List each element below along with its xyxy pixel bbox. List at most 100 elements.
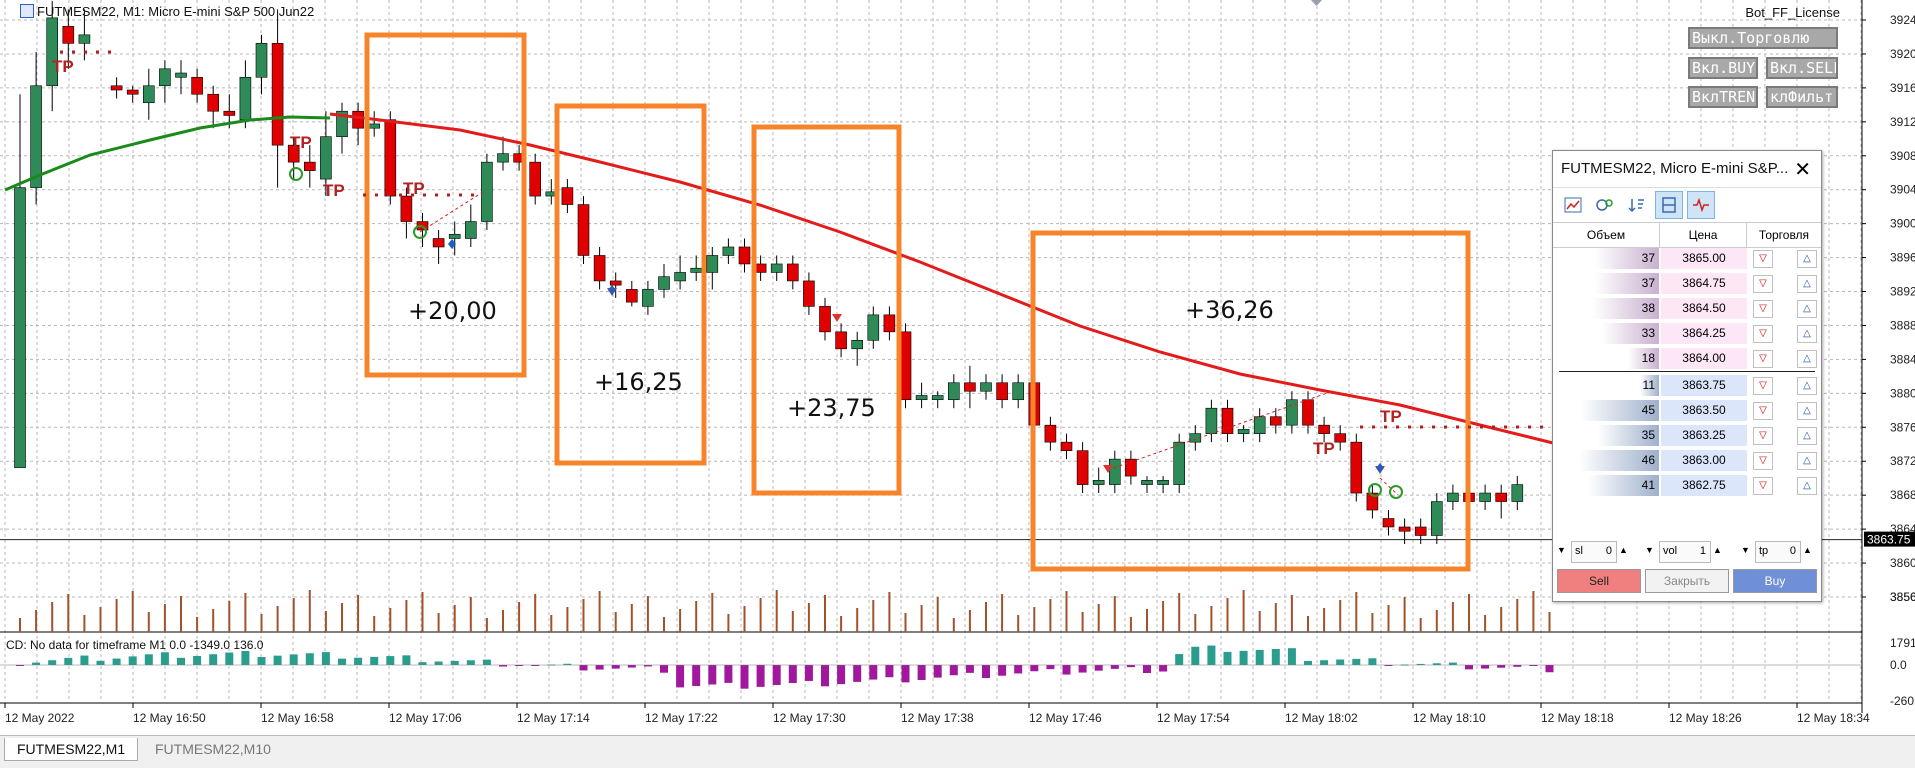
- indicator-bar: [740, 665, 749, 689]
- vol-input[interactable]: vol 1: [1659, 541, 1711, 563]
- tp-down-arrow[interactable]: ▼: [1741, 545, 1750, 555]
- vol-up-arrow[interactable]: ▲: [1713, 545, 1722, 555]
- vol-down-arrow[interactable]: ▼: [1645, 545, 1654, 555]
- enable-sell-button[interactable]: Вкл.SELL: [1766, 57, 1838, 79]
- volume-bar: [1579, 450, 1659, 471]
- sl-up-arrow[interactable]: ▲: [1619, 545, 1628, 555]
- price-cell[interactable]: 3863.50: [1661, 400, 1747, 421]
- price-cell[interactable]: 3864.75: [1661, 273, 1747, 294]
- center-icon[interactable]: [1655, 191, 1683, 219]
- indicator-bar: [901, 665, 910, 683]
- chevron-up-icon[interactable]: △: [1797, 477, 1817, 495]
- bull-candle: [642, 289, 654, 307]
- sl-down-arrow[interactable]: ▼: [1557, 545, 1566, 555]
- chevron-up-icon[interactable]: △: [1797, 300, 1817, 318]
- price-cell[interactable]: 3863.75: [1661, 375, 1747, 396]
- scroll-marker-icon[interactable]: [1311, 0, 1322, 6]
- indicator-bar: [869, 665, 878, 680]
- dom-columns: Объем Цена Торговля: [1553, 223, 1821, 248]
- volume-value: 37: [1641, 276, 1655, 290]
- trade-box: [554, 103, 707, 466]
- chevron-down-icon[interactable]: ▽: [1753, 427, 1773, 445]
- chart-title: FUTMESM22, M1: Micro E-mini S&P 500 Jun2…: [37, 4, 315, 19]
- indicator-bar: [177, 657, 185, 665]
- volume-value: 46: [1641, 453, 1655, 467]
- time-tick-label: 12 May 18:02: [1285, 711, 1358, 725]
- volume-cell: 46: [1563, 450, 1659, 471]
- chevron-down-icon[interactable]: ▽: [1753, 452, 1773, 470]
- tab-m1[interactable]: FUTMESM22,M1: [4, 738, 139, 761]
- chevron-up-icon[interactable]: △: [1797, 350, 1817, 368]
- bull-candle: [1205, 407, 1218, 434]
- time-tick-label: 12 May 17:22: [645, 711, 718, 725]
- tp-input[interactable]: tp 0: [1755, 541, 1801, 563]
- bear-candle: [529, 161, 542, 197]
- chevron-down-icon[interactable]: ▽: [1753, 325, 1773, 343]
- chevron-up-icon[interactable]: △: [1797, 250, 1817, 268]
- trade-marker: [413, 225, 427, 239]
- close-icon[interactable]: ✕: [1794, 159, 1811, 181]
- chevron-down-icon[interactable]: ▽: [1753, 300, 1773, 318]
- chart-header: FUTMESM22, M1: Micro E-mini S&P 500 Jun2…: [20, 4, 314, 19]
- chevron-down-icon[interactable]: ▽: [1753, 377, 1773, 395]
- ticks-icon[interactable]: [1687, 191, 1715, 219]
- price-tick-label: 3892.75: [1890, 285, 1915, 299]
- chevron-up-icon[interactable]: △: [1797, 452, 1817, 470]
- chevron-down-icon[interactable]: ▽: [1753, 350, 1773, 368]
- bear-candle: [1495, 492, 1507, 502]
- price-cell[interactable]: 3865.00: [1661, 248, 1747, 269]
- bear-candle: [819, 306, 831, 333]
- bull-candle: [1237, 429, 1250, 434]
- time-tick-label: 12 May 17:14: [517, 711, 590, 725]
- ask-row: 18 3864.00 ▽ △: [1553, 346, 1821, 371]
- price-cell[interactable]: 3864.00: [1661, 348, 1747, 369]
- chevron-down-icon[interactable]: ▽: [1753, 402, 1773, 420]
- indicator-bar: [788, 665, 797, 684]
- chevron-up-icon[interactable]: △: [1797, 402, 1817, 420]
- price-cell[interactable]: 3863.25: [1661, 425, 1747, 446]
- price-cell[interactable]: 3863.00: [1661, 450, 1747, 471]
- chevron-up-icon[interactable]: △: [1797, 325, 1817, 343]
- dom-toolbar: [1553, 188, 1821, 223]
- chevron-up-icon[interactable]: △: [1797, 275, 1817, 293]
- scale-icon[interactable]: [1591, 191, 1619, 219]
- enable-trend-button[interactable]: ВклTREND: [1688, 86, 1758, 108]
- indicator-bar: [112, 658, 121, 665]
- chart-line-icon[interactable]: [1559, 191, 1587, 219]
- indicator-bar: [627, 665, 636, 668]
- volume-bar: [1588, 475, 1659, 496]
- ask-row: 38 3864.50 ▽ △: [1553, 296, 1821, 321]
- price-cell[interactable]: 3864.50: [1661, 298, 1747, 319]
- chevron-down-icon[interactable]: ▽: [1753, 250, 1773, 268]
- close-position-button[interactable]: Закрыть: [1645, 569, 1729, 593]
- price-cell[interactable]: 3862.75: [1661, 475, 1747, 496]
- depth-of-market-panel[interactable]: FUTMESM22, Micro E-mini S&P... ✕ Объем Ц…: [1552, 150, 1822, 602]
- chevron-down-icon[interactable]: ▽: [1753, 477, 1773, 495]
- sell-button[interactable]: Sell: [1557, 569, 1641, 593]
- indicator-bar: [354, 657, 363, 665]
- price-tick-label: 3888.75: [1890, 318, 1915, 332]
- chevron-up-icon[interactable]: △: [1797, 427, 1817, 445]
- sort-icon[interactable]: [1623, 191, 1651, 219]
- volume-bar: [1598, 425, 1659, 446]
- trade-box: [751, 124, 902, 496]
- time-tick-label: 12 May 16:58: [261, 711, 334, 725]
- filter-button[interactable]: клФильт: [1766, 86, 1838, 108]
- volume-cell: 38: [1563, 298, 1659, 319]
- indicator-bar: [1481, 665, 1490, 669]
- buy-button[interactable]: Buy: [1733, 569, 1817, 593]
- disable-trading-button[interactable]: Выкл.Торговлю: [1688, 27, 1838, 49]
- tp-up-arrow[interactable]: ▲: [1803, 545, 1812, 555]
- enable-buy-button[interactable]: Вкл.BUY: [1688, 57, 1758, 79]
- chevron-down-icon[interactable]: ▽: [1753, 275, 1773, 293]
- bear-candle: [223, 110, 236, 116]
- tp-label: TP: [323, 181, 345, 200]
- indicator-bar: [209, 654, 218, 665]
- tab-m10[interactable]: FUTMESM22,M10: [155, 741, 271, 757]
- indicator-bar: [595, 665, 604, 670]
- bull-candle: [481, 161, 493, 222]
- price-cell[interactable]: 3864.25: [1661, 323, 1747, 344]
- chevron-up-icon[interactable]: △: [1797, 377, 1817, 395]
- trade-box: [1030, 230, 1471, 572]
- sl-input[interactable]: sl 0: [1571, 541, 1617, 563]
